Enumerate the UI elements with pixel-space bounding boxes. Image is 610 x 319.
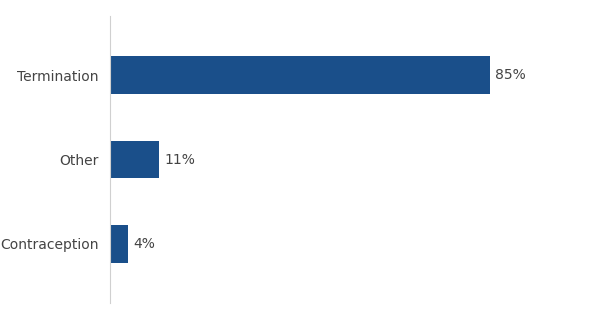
Bar [110, 140, 159, 179]
Text: 4%: 4% [133, 237, 155, 251]
Bar [110, 225, 127, 263]
Text: 11%: 11% [164, 152, 195, 167]
Text: 85%: 85% [495, 68, 526, 82]
Bar [110, 56, 490, 94]
